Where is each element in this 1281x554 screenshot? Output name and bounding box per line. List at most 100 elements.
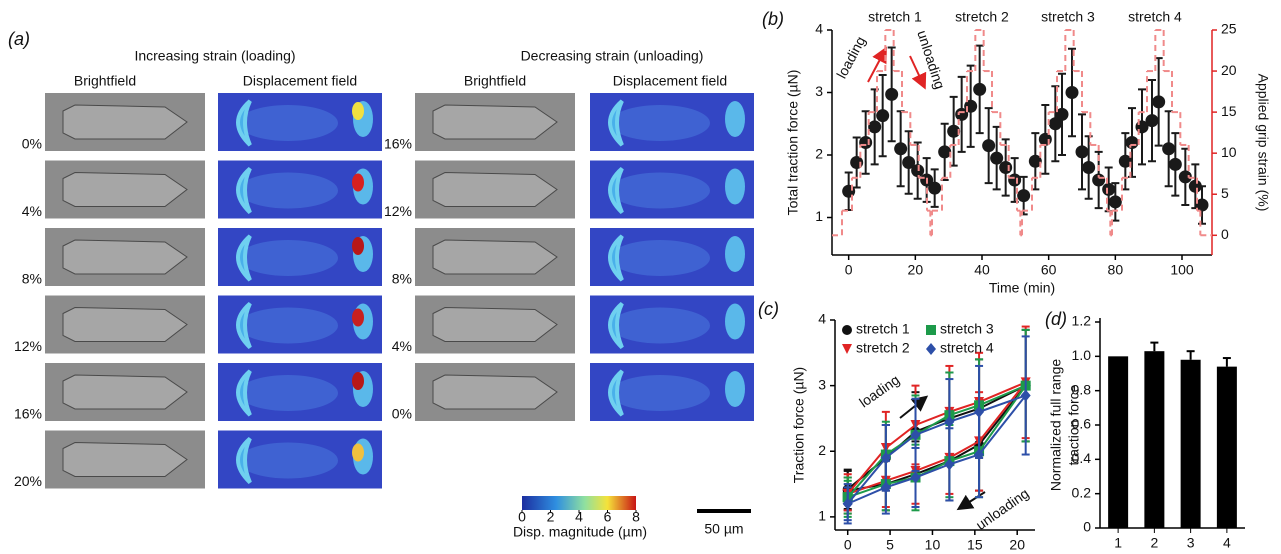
displacement-crescent	[608, 369, 624, 417]
tick-label: 3	[815, 83, 823, 99]
colorbar-tick-label: 8	[632, 509, 640, 525]
colorbar	[522, 496, 636, 510]
colorbar-label: Disp. magnitude (µm)	[513, 524, 647, 540]
column-head: Brightfield	[464, 73, 526, 89]
cell-outline	[62, 374, 188, 410]
tick-label: 2	[1150, 535, 1158, 551]
displacement-blob	[238, 442, 338, 479]
tick-label: 4	[818, 311, 826, 327]
displacement-blob	[238, 105, 338, 141]
displacement-crescent	[236, 166, 252, 214]
row-label: 0%	[22, 136, 42, 152]
panel-label: (c)	[758, 299, 779, 319]
legend-marker	[842, 344, 852, 354]
marker	[928, 181, 942, 195]
displacement-crescent	[608, 301, 624, 349]
marker	[1082, 161, 1096, 174]
displacement-crescent	[236, 99, 252, 147]
marker	[894, 142, 908, 156]
arrow	[956, 491, 986, 511]
marker	[910, 428, 921, 441]
marker	[1152, 95, 1166, 109]
marker	[1102, 182, 1116, 196]
marker	[999, 161, 1013, 174]
marker	[944, 458, 955, 471]
scale-bar-label: 50 µm	[704, 521, 743, 537]
displacement-blob	[610, 307, 710, 344]
marker	[1118, 154, 1132, 168]
displacement-blob	[238, 375, 338, 411]
row-label: 12%	[384, 203, 412, 219]
cell-outline	[62, 306, 188, 342]
row-label: 16%	[384, 136, 412, 152]
cell-outline	[62, 239, 188, 275]
tick-label: 1	[1114, 535, 1122, 551]
tick-label: 1.0	[1072, 347, 1092, 363]
arrow	[899, 395, 929, 419]
displacement-blob	[238, 240, 338, 276]
marker	[910, 471, 921, 484]
panel-label: (a)	[8, 29, 30, 49]
panel-label: (b)	[762, 9, 784, 29]
row-label: 20%	[14, 473, 42, 489]
marker	[1028, 154, 1042, 168]
tick-label: 0	[1221, 226, 1229, 242]
displacement-blob	[610, 105, 710, 141]
bar	[1216, 366, 1237, 528]
marker	[885, 87, 899, 101]
x-axis-label: Time (min)	[989, 280, 1055, 296]
column-head: Displacement field	[613, 73, 727, 89]
marker	[974, 448, 985, 461]
displacement-blob	[725, 371, 745, 407]
legend-marker	[926, 343, 936, 355]
annotation: loading	[856, 371, 902, 410]
cell-outline	[62, 441, 188, 477]
marker	[1178, 170, 1192, 184]
displacement-crescent	[236, 301, 252, 349]
displacement-blob	[725, 168, 745, 205]
displacement-crescent	[608, 166, 624, 214]
marker	[938, 145, 952, 159]
marker	[982, 139, 996, 153]
displacement-blob	[238, 307, 338, 344]
row-label: 0%	[392, 406, 412, 422]
displacement-crescent	[236, 234, 252, 282]
cell-outline	[432, 104, 558, 140]
tick-label: 20	[1009, 537, 1025, 553]
annotation: unloading	[973, 485, 1032, 533]
tick-label: 40	[974, 262, 990, 278]
row-label: 4%	[392, 338, 412, 354]
marker	[1092, 173, 1106, 187]
marker	[902, 156, 916, 169]
displacement-crescent	[608, 234, 624, 282]
y2-axis-label: Applied grip strain (%)	[1255, 74, 1271, 212]
cell-outline	[62, 171, 188, 207]
displacement-blob	[238, 172, 338, 209]
annotation: stretch 2	[955, 9, 1009, 25]
bar	[1108, 356, 1129, 528]
colorbar-tick-label: 4	[575, 509, 583, 525]
annotation: loading	[833, 34, 868, 81]
colorbar-tick-label: 2	[547, 509, 555, 525]
marker	[842, 184, 856, 198]
legend-marker	[926, 325, 936, 335]
annotation: stretch 3	[1041, 9, 1095, 25]
marker	[876, 109, 890, 123]
marker	[1017, 189, 1031, 203]
y-axis-label: Total traction force (µN)	[785, 70, 801, 216]
displacement-hotspot	[352, 308, 364, 327]
marker	[973, 82, 987, 96]
tick-label: 2	[815, 146, 823, 162]
legend-marker	[842, 325, 852, 335]
x-axis-label: Stretch number	[1125, 553, 1221, 554]
row-label: 12%	[14, 338, 42, 354]
tick-label: 80	[1108, 262, 1124, 278]
tick-label: 1	[815, 208, 823, 224]
cell-outline	[432, 306, 558, 342]
tick-label: 15	[967, 537, 983, 553]
tick-label: 0	[844, 537, 852, 553]
tick-label: 4	[1223, 535, 1231, 551]
marker	[1048, 117, 1062, 131]
annotation: stretch 1	[868, 9, 922, 25]
marker	[1125, 136, 1139, 149]
